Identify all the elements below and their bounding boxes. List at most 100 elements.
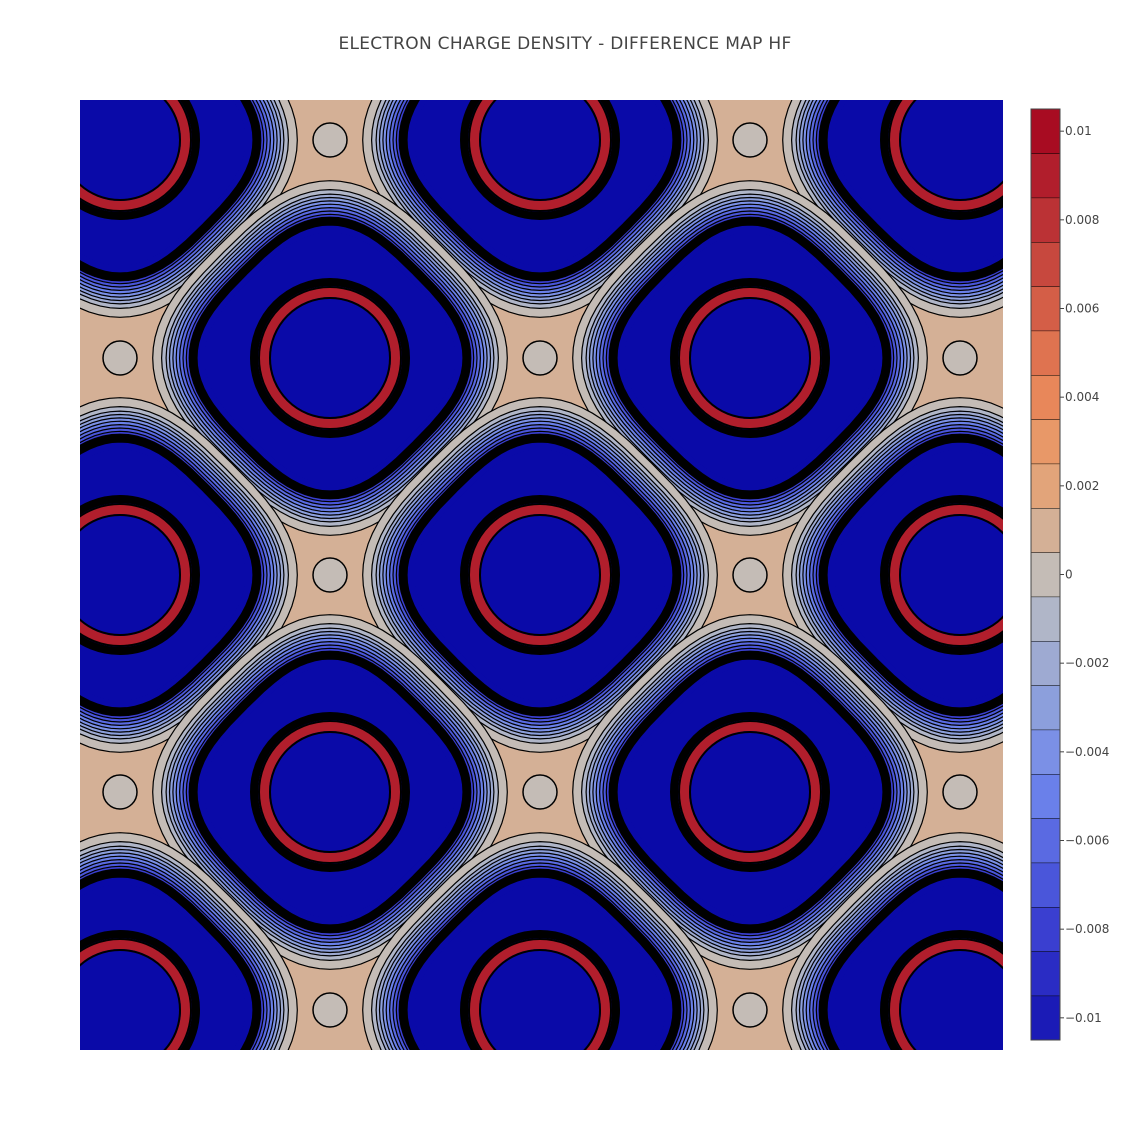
atom-ring-contour bbox=[258, 286, 402, 430]
atom-ring-contour bbox=[888, 100, 1003, 212]
bond-lobe-contour bbox=[833, 1098, 877, 1130]
interstitial-contour bbox=[312, 122, 348, 158]
atom-core-contour bbox=[204, 666, 456, 918]
colorbar-tick-label: 0.01 bbox=[1065, 124, 1092, 138]
atom-ring-contour bbox=[269, 731, 391, 853]
colorbar-band bbox=[1031, 197, 1060, 242]
atom-ring-contour bbox=[888, 503, 1003, 647]
atom-ring-contour bbox=[468, 938, 612, 1050]
bond-lobe-contour bbox=[398, 0, 472, 67]
atom-peak-ring-contour bbox=[679, 721, 821, 863]
atom-core-contour bbox=[204, 232, 456, 484]
atom-ring-contour bbox=[689, 731, 811, 853]
atom-ring-contour bbox=[479, 514, 601, 636]
atom-peak-ring-contour bbox=[679, 287, 821, 429]
colorbar-band bbox=[1031, 242, 1060, 287]
bond-lobe-contour bbox=[0, 618, 80, 748]
bond-lobe-contour bbox=[0, 228, 37, 272]
interstitial-contour bbox=[942, 774, 978, 810]
atom-peak-ring-contour bbox=[80, 100, 191, 211]
colorbar-band bbox=[1031, 552, 1060, 597]
colorbar-band bbox=[1031, 330, 1060, 375]
bond-lobe-contour bbox=[146, 1041, 304, 1130]
colorbar-band bbox=[1031, 596, 1060, 641]
atom-ring-contour bbox=[80, 938, 192, 1050]
bond-lobe-contour bbox=[790, 0, 920, 95]
bond-lobe-contour bbox=[0, 213, 52, 287]
colorbar-tick-label: 0.002 bbox=[1065, 479, 1099, 493]
atom-ring-contour bbox=[899, 514, 1003, 636]
atom-ring-contour bbox=[250, 278, 410, 438]
colorbar-band bbox=[1031, 774, 1060, 819]
bond-lobe-contour bbox=[580, 1055, 710, 1130]
atom-ring-contour bbox=[250, 712, 410, 872]
atom-ring-contour bbox=[460, 100, 620, 220]
bond-lobe-contour bbox=[0, 198, 67, 301]
bond-lobe-contour bbox=[173, 1068, 276, 1130]
interstitial-contour bbox=[102, 774, 138, 810]
bond-lobe-contour bbox=[160, 0, 290, 95]
atom-peak-ring-contour bbox=[889, 100, 1003, 211]
atom-ring-contour bbox=[880, 930, 1003, 1050]
bond-lobe-contour bbox=[1013, 414, 1116, 517]
bond-lobe-contour bbox=[0, 878, 37, 922]
atom-ring-contour bbox=[258, 720, 402, 864]
colorbar-band bbox=[1031, 463, 1060, 508]
colorbar-tick-label: −0.01 bbox=[1065, 1011, 1102, 1025]
colorbar-band bbox=[1031, 951, 1060, 996]
atom-peak-ring-contour bbox=[889, 504, 1003, 646]
colorbar-tick-label: −0.004 bbox=[1065, 745, 1109, 759]
colorbar-tick-label: −0.008 bbox=[1065, 922, 1109, 936]
colorbar-band bbox=[1031, 995, 1060, 1040]
atom-ring-contour bbox=[479, 949, 601, 1050]
colorbar-band bbox=[1031, 508, 1060, 553]
bond-lobe-contour bbox=[160, 1055, 290, 1130]
bond-lobe-contour bbox=[818, 1083, 892, 1130]
bond-lobe-contour bbox=[0, 661, 37, 705]
atom-core-contour bbox=[414, 449, 666, 701]
bond-lobe-contour bbox=[608, 0, 682, 67]
atom-ring-contour bbox=[468, 100, 612, 212]
bond-lobe-contour bbox=[566, 1041, 724, 1130]
atom-ring-contour bbox=[670, 278, 830, 438]
bond-lobe-contour bbox=[203, 8, 247, 52]
interstitial-contour bbox=[102, 340, 138, 376]
colorbar-tick-label: −0.002 bbox=[1065, 656, 1109, 670]
bond-lobe-contour bbox=[818, 0, 892, 67]
bond-lobe-contour bbox=[203, 1098, 247, 1130]
bond-lobe-contour bbox=[776, 0, 934, 109]
interstitial-contour bbox=[522, 340, 558, 376]
atom-peak-ring-contour bbox=[889, 939, 1003, 1050]
atom-ring-contour bbox=[880, 495, 1003, 655]
interstitial-contour bbox=[732, 992, 768, 1028]
bond-lobe-contour bbox=[0, 646, 52, 720]
bond-lobe-contour bbox=[608, 1083, 682, 1130]
bond-lobe-contour bbox=[1000, 618, 1130, 748]
bond-lobe-contour bbox=[413, 8, 457, 52]
atom-peak-ring-contour bbox=[259, 721, 401, 863]
interstitial-contour bbox=[942, 340, 978, 376]
colorbar: 0.01 0.008 0.006 0.004 0.002 0 −0.002 −0.004 −0.… bbox=[1030, 108, 1109, 1041]
bond-lobe-contour bbox=[173, 0, 276, 82]
bond-lobe-contour bbox=[593, 1068, 696, 1130]
bond-lobe-contour bbox=[566, 0, 724, 109]
bond-lobe-contour bbox=[0, 835, 80, 965]
atom-ring-contour bbox=[80, 514, 181, 636]
bond-lobe-contour bbox=[356, 1041, 514, 1130]
atom-ring-contour bbox=[899, 100, 1003, 201]
bond-lobe-contour bbox=[0, 185, 80, 315]
atom-peak-ring-contour bbox=[80, 504, 191, 646]
atom-ring-contour bbox=[678, 286, 822, 430]
colorbar-tick-label: 0 bbox=[1065, 568, 1073, 582]
colorbar-band bbox=[1031, 286, 1060, 331]
atom-ring-contour bbox=[80, 100, 192, 212]
atom-ring-contour bbox=[460, 930, 620, 1050]
bond-lobe-contour bbox=[188, 0, 262, 67]
colorbar-tick-label: −0.006 bbox=[1065, 834, 1109, 848]
atom-peak-ring-contour bbox=[259, 287, 401, 429]
chart-title: ELECTRON CHARGE DENSITY - DIFFERENCE MAP… bbox=[338, 34, 792, 54]
interstitial-contour bbox=[312, 557, 348, 593]
bond-lobe-contour bbox=[383, 0, 486, 82]
bond-lobe-contour bbox=[0, 631, 67, 734]
